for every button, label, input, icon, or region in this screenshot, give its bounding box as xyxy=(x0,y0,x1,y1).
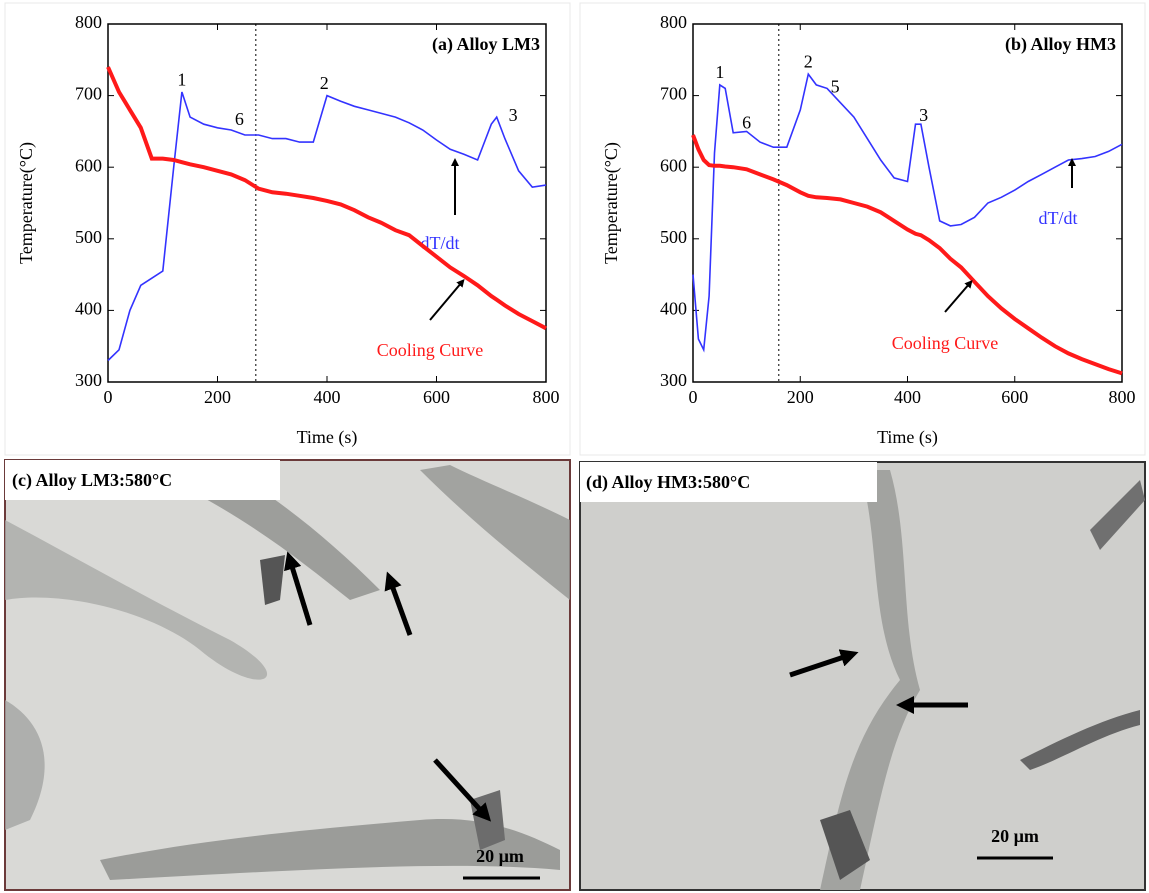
y-tick-label: 500 xyxy=(660,227,687,247)
arrow xyxy=(945,283,970,312)
image-label: (c) Alloy LM3:580°C xyxy=(12,470,172,491)
series-label: Cooling Curve xyxy=(377,340,484,360)
annotation: 3 xyxy=(509,105,518,125)
y-tick-label: 300 xyxy=(75,370,102,390)
annotation: 1 xyxy=(177,69,186,89)
chart-title: (a) Alloy LM3 xyxy=(432,34,540,55)
y-tick-label: 600 xyxy=(660,155,687,175)
annotation: 5 xyxy=(831,77,840,97)
y-tick-label: 300 xyxy=(660,370,687,390)
annotation: 3 xyxy=(919,105,928,125)
y-tick-label: 400 xyxy=(75,299,102,319)
page: (c) Alloy LM3:580°C 20 µm (d) Alloy HM3:… xyxy=(0,0,1149,893)
annotation: 1 xyxy=(715,62,724,82)
arrow xyxy=(430,282,462,320)
x-tick-label: 200 xyxy=(787,387,814,407)
y-axis-label: Temperature(°C) xyxy=(601,142,622,264)
y-tick-label: 700 xyxy=(660,84,687,104)
series-label: Cooling Curve xyxy=(892,333,999,353)
y-tick-label: 400 xyxy=(660,299,687,319)
chart-title: (b) Alloy HM3 xyxy=(1005,34,1116,55)
micrograph-c xyxy=(5,460,570,890)
x-tick-label: 800 xyxy=(1109,387,1136,407)
y-tick-label: 800 xyxy=(75,12,102,32)
y-tick-label: 500 xyxy=(75,227,102,247)
annotation: 2 xyxy=(320,73,329,93)
chart: 0 200 400 600 800 300 400 500 600 700 800 Time (s) T… xyxy=(16,12,559,448)
x-tick-label: 600 xyxy=(1001,387,1028,407)
scale-bar-label: 20 µm xyxy=(476,846,524,866)
image-label: (d) Alloy HM3:580°C xyxy=(586,472,750,493)
series-line xyxy=(108,67,546,328)
annotation: 6 xyxy=(742,112,751,132)
plot-frame xyxy=(693,24,1122,382)
x-axis-label: Time (s) xyxy=(297,427,358,448)
x-tick-label: 400 xyxy=(894,387,921,407)
x-tick-label: 600 xyxy=(423,387,450,407)
x-axis-label: Time (s) xyxy=(877,427,938,448)
micrograph-d xyxy=(580,462,1145,890)
y-tick-label: 600 xyxy=(75,155,102,175)
x-tick-label: 400 xyxy=(314,387,341,407)
annotation: 6 xyxy=(235,109,244,129)
scale-bar-label: 20 µm xyxy=(991,826,1039,846)
y-tick-label: 800 xyxy=(660,12,687,32)
x-tick-label: 0 xyxy=(104,387,113,407)
y-axis-label: Temperature(°C) xyxy=(16,142,37,264)
chart: 0 200 400 600 800 300 400 500 600 700 800 Time (s) T… xyxy=(601,12,1135,448)
annotation: 2 xyxy=(804,52,813,72)
figure: (c) Alloy LM3:580°C 20 µm (d) Alloy HM3:… xyxy=(0,0,1149,893)
y-tick-label: 700 xyxy=(75,84,102,104)
x-tick-label: 800 xyxy=(533,387,560,407)
series-label: dT/dt xyxy=(1039,208,1078,228)
x-tick-label: 200 xyxy=(204,387,231,407)
x-tick-label: 0 xyxy=(689,387,698,407)
series-line xyxy=(108,92,546,361)
